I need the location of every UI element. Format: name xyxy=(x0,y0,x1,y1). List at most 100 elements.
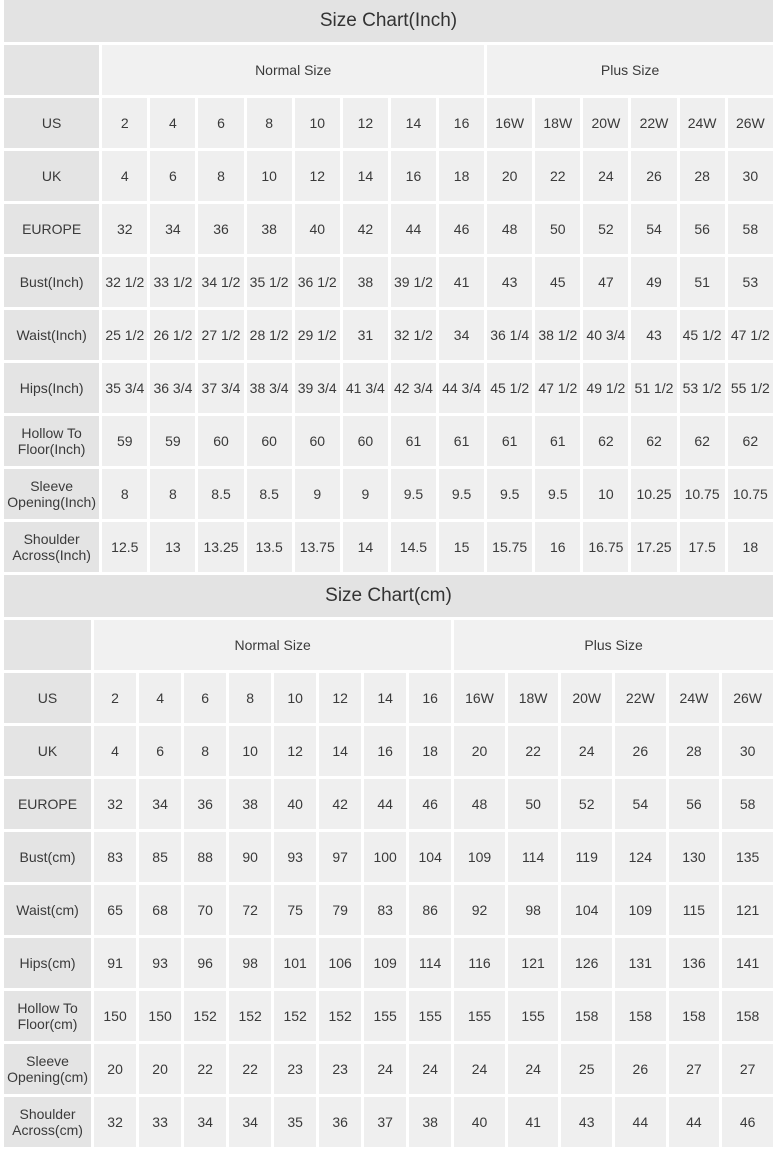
table-cell: 27 1/2 xyxy=(198,310,244,360)
table-cell: 28 xyxy=(679,151,725,201)
table-row: EUROPE 32 34 36 38 40 42 44 46 48 50 52 54 56 58 xyxy=(4,204,773,254)
table-cell: 119 xyxy=(561,832,613,882)
group-normal-size: Normal Size xyxy=(102,45,485,95)
table-cell: 38 xyxy=(246,204,292,254)
table-cell: 158 xyxy=(722,991,773,1041)
table-cell: 53 xyxy=(727,257,773,307)
table-cell: 9 xyxy=(294,469,340,519)
table-cell: 83 xyxy=(364,885,407,935)
table-cell: 24W xyxy=(679,98,725,148)
table-cell: 12 xyxy=(294,151,340,201)
row-label: Bust(Inch) xyxy=(4,257,100,307)
table-row: Hollow To Floor(Inch) 59 59 60 60 60 60 61 61 61 6… xyxy=(4,416,773,466)
table-cell: 35 3/4 xyxy=(102,363,148,413)
table-cell: 23 xyxy=(274,1044,317,1094)
table-cell: 106 xyxy=(319,938,362,988)
table-cell: 8.5 xyxy=(198,469,244,519)
table-cell: 16 xyxy=(535,522,581,572)
row-label: Shoulder Across(Inch) xyxy=(4,522,100,572)
table-cell: 50 xyxy=(507,779,559,829)
table-row: Sleeve Opening(cm) 20 20 22 22 23 23 24 24 24 24 25… xyxy=(4,1044,773,1094)
table-cell: 26 xyxy=(615,726,666,776)
table-cell: 10.75 xyxy=(679,469,725,519)
table-cell: 8 xyxy=(198,151,244,201)
table-cell: 18 xyxy=(727,522,773,572)
table-cell: 17.5 xyxy=(679,522,725,572)
table-cell: 98 xyxy=(507,885,559,935)
table-cell: 12 xyxy=(319,673,362,723)
table-cell: 152 xyxy=(229,991,272,1041)
table-cell: 33 xyxy=(139,1097,182,1147)
table-cell: 24 xyxy=(454,1044,505,1094)
table-cell: 130 xyxy=(668,832,720,882)
table-cell: 56 xyxy=(679,204,725,254)
table-cell: 38 1/2 xyxy=(535,310,581,360)
table-cell: 34 xyxy=(229,1097,272,1147)
table-row: UK 4 6 8 10 12 14 16 18 20 22 24 26 28 30 xyxy=(4,151,773,201)
table-cell: 45 1/2 xyxy=(679,310,725,360)
table-cell: 34 xyxy=(139,779,182,829)
table-cell: 10 xyxy=(274,673,317,723)
table-cell: 33 1/2 xyxy=(150,257,196,307)
corner-cell xyxy=(4,620,92,670)
table-row: Hips(Inch) 35 3/4 36 3/4 37 3/4 38 3/4 39 3/4… xyxy=(4,363,773,413)
table-cell: 35 xyxy=(274,1097,317,1147)
group-header-row: Normal Size Plus Size xyxy=(4,45,773,95)
table-cell: 32 1/2 xyxy=(102,257,148,307)
table-cell: 26W xyxy=(727,98,773,148)
table-row: Shoulder Across(cm) 32 33 34 34 35 36 37 38 40 41 4… xyxy=(4,1097,773,1147)
table-cell: 126 xyxy=(561,938,613,988)
table-cell: 104 xyxy=(409,832,452,882)
table-cell: 47 1/2 xyxy=(535,363,581,413)
table-cell: 36 1/4 xyxy=(487,310,533,360)
table-cell: 36 xyxy=(319,1097,362,1147)
table-cell: 90 xyxy=(229,832,272,882)
table-cell: 135 xyxy=(722,832,773,882)
table-cell: 38 xyxy=(342,257,388,307)
table-cell: 39 1/2 xyxy=(390,257,437,307)
table-cell: 155 xyxy=(454,991,505,1041)
row-label: EUROPE xyxy=(4,779,92,829)
table-cell: 26 1/2 xyxy=(150,310,196,360)
table-cell: 52 xyxy=(561,779,613,829)
table-cell: 16W xyxy=(454,673,505,723)
table-cell: 46 xyxy=(722,1097,773,1147)
table-cell: 109 xyxy=(615,885,666,935)
table-cell: 51 xyxy=(679,257,725,307)
table-cell: 4 xyxy=(94,726,137,776)
table-cell: 54 xyxy=(615,779,666,829)
table-cell: 18 xyxy=(439,151,485,201)
table-cell: 152 xyxy=(319,991,362,1041)
table-cell: 12.5 xyxy=(102,522,148,572)
table-cell: 30 xyxy=(722,726,773,776)
table-cell: 32 xyxy=(94,779,137,829)
table-cell: 62 xyxy=(631,416,677,466)
table-cell: 34 1/2 xyxy=(198,257,244,307)
table-cell: 26 xyxy=(615,1044,666,1094)
table-cell: 23 xyxy=(319,1044,362,1094)
table-cell: 34 xyxy=(150,204,196,254)
table-cell: 136 xyxy=(668,938,720,988)
row-label: Waist(cm) xyxy=(4,885,92,935)
table-cell: 24 xyxy=(561,726,613,776)
table-cell: 36 1/2 xyxy=(294,257,340,307)
table-cell: 44 3/4 xyxy=(439,363,485,413)
table-cell: 9.5 xyxy=(390,469,437,519)
table-cell: 20W xyxy=(583,98,629,148)
table-cell: 61 xyxy=(487,416,533,466)
table-cell: 8 xyxy=(184,726,227,776)
table-cell: 2 xyxy=(94,673,137,723)
table-cell: 98 xyxy=(229,938,272,988)
group-normal-size: Normal Size xyxy=(94,620,452,670)
table-cell: 152 xyxy=(274,991,317,1041)
table-cell: 93 xyxy=(139,938,182,988)
row-label: Hips(cm) xyxy=(4,938,92,988)
table-cell: 155 xyxy=(507,991,559,1041)
table-cell: 39 3/4 xyxy=(294,363,340,413)
table-cell: 55 1/2 xyxy=(727,363,773,413)
size-chart-inch: Size Chart(Inch) Normal Size Plus Size US 2… xyxy=(2,0,773,575)
table-cell: 6 xyxy=(184,673,227,723)
table-cell: 32 1/2 xyxy=(390,310,437,360)
table-cell: 62 xyxy=(727,416,773,466)
table-cell: 13.75 xyxy=(294,522,340,572)
